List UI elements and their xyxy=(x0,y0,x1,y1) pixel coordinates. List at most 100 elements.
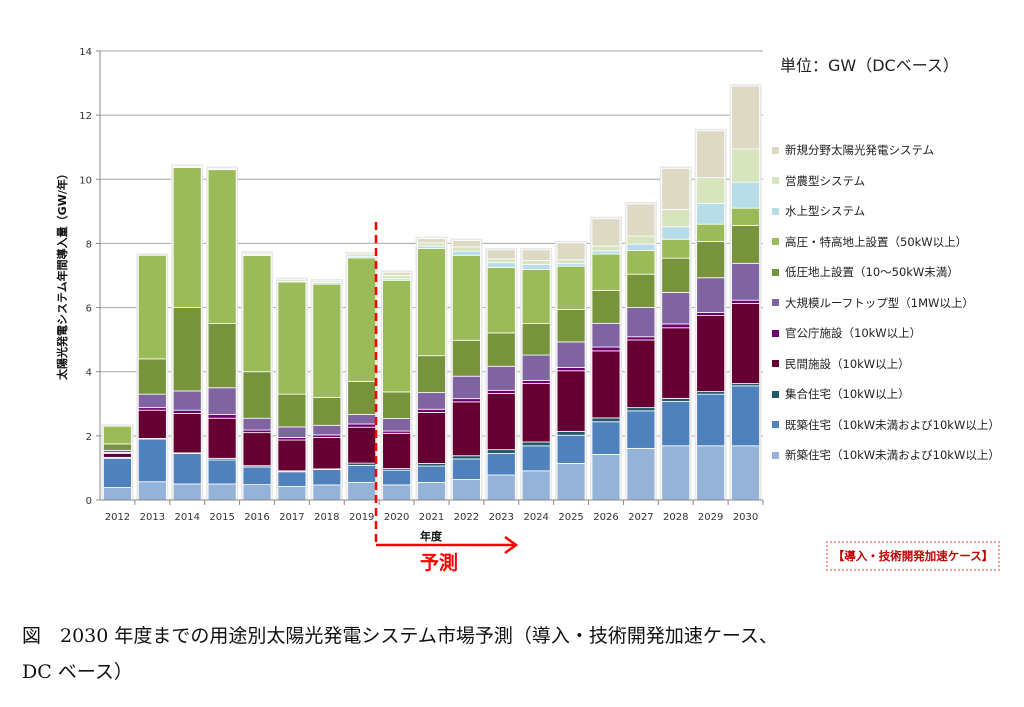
legend: 新規分野太陽光発電システム 営農型システム 水上型システム 高圧・特高地上設置（50k… xyxy=(772,135,1000,471)
bar-segment-s6-2018 xyxy=(312,396,342,426)
bar-segment-s6-2021 xyxy=(417,355,446,393)
bar-segment-s10-2030 xyxy=(731,85,760,150)
bar-segment-s2-2023 xyxy=(486,449,516,454)
legend-label: 新築住宅（10kW未満および10kW以上） xyxy=(785,448,1000,463)
bar-segment-s4-2021 xyxy=(417,408,446,413)
bar-segment-s9-2018 xyxy=(312,280,342,283)
bar-stack-2028 xyxy=(659,166,692,501)
bar-segment-s0-2020 xyxy=(382,484,412,501)
x-tick-label: 2025 xyxy=(558,512,583,523)
x-tick-label: 2030 xyxy=(733,512,758,523)
bar-segment-s6-2020 xyxy=(382,391,412,419)
bar-segment-s4-2024 xyxy=(521,379,551,384)
bar-segment-s9-2025 xyxy=(556,259,586,265)
bar-stack-2018 xyxy=(310,278,343,501)
bar-segment-s3-2029 xyxy=(696,315,726,392)
legend-item: 低圧地上設置（10～50kW未満） xyxy=(772,257,1000,288)
bar-segment-s5-2016 xyxy=(242,417,272,431)
bar-segment-s7-2021 xyxy=(417,248,446,357)
bar-segment-s1-2012 xyxy=(103,457,132,488)
bar-segment-s5-2017 xyxy=(277,426,307,438)
bar-segment-s3-2019 xyxy=(347,426,377,464)
bar-segment-s6-2027 xyxy=(626,273,656,308)
bar-segment-s9-2024 xyxy=(521,260,551,265)
bar-segment-s1-2016 xyxy=(242,466,272,486)
bar-segment-s9-2027 xyxy=(626,235,656,245)
bar-segment-s6-2013 xyxy=(137,358,167,395)
legend-item: 高圧・特高地上設置（50kW以上） xyxy=(772,227,1000,258)
bar-stack-2026 xyxy=(589,216,622,501)
bar-segment-s2-2025 xyxy=(556,430,586,436)
y-tick-label: 6 xyxy=(86,304,92,315)
legend-label: 官公庁施設（10kW以上） xyxy=(785,326,922,341)
bar-segment-s4-2023 xyxy=(486,389,516,394)
y-axis-label: 太陽光発電システム年間導入量（GW/年） xyxy=(55,168,69,381)
bar-segment-s5-2021 xyxy=(417,392,446,410)
y-tick-label: 0 xyxy=(86,496,92,507)
x-tick-label: 2027 xyxy=(628,512,653,523)
legend-swatch xyxy=(772,360,779,368)
bar-segment-s5-2024 xyxy=(521,354,551,381)
x-tick-label: 2015 xyxy=(209,512,234,523)
bar-segment-s0-2027 xyxy=(626,447,656,501)
bar-segment-s3-2014 xyxy=(172,413,202,454)
bar-segment-s1-2030 xyxy=(731,385,760,447)
bar-stack-2014 xyxy=(171,164,204,501)
bar-segment-s0-2014 xyxy=(172,483,202,501)
bar-segment-s9-2023 xyxy=(486,258,516,264)
bar-segment-s4-2022 xyxy=(451,398,481,403)
legend-swatch xyxy=(772,329,779,337)
bar-segment-s9-2016 xyxy=(242,252,272,256)
bar-segment-s6-2014 xyxy=(172,307,202,392)
bar-segment-s10-2022 xyxy=(451,240,481,248)
x-tick-label: 2016 xyxy=(244,512,269,523)
bar-stack-2021 xyxy=(415,236,448,501)
bar-segment-s5-2027 xyxy=(626,307,656,338)
bar-segment-s0-2012 xyxy=(103,487,132,501)
bar-segment-s5-2013 xyxy=(137,393,167,409)
bar-segment-s3-2020 xyxy=(382,432,412,469)
bar-segment-s1-2025 xyxy=(556,434,586,464)
bar-segment-s0-2016 xyxy=(242,484,272,501)
caption-line-1: 図 2030 年度までの用途別太陽光発電システム市場予測（導入・技術開発加速ケー… xyxy=(22,625,778,647)
bar-segment-s7-2019 xyxy=(347,257,377,382)
bar-segment-s5-2030 xyxy=(731,262,760,301)
x-tick-label: 2024 xyxy=(523,512,548,523)
bar-stack-2023 xyxy=(485,247,518,501)
bar-segment-s3-2015 xyxy=(207,417,237,459)
bar-segment-s9-2022 xyxy=(451,246,481,252)
x-tick-label: 2013 xyxy=(140,512,165,523)
bar-segment-s7-2017 xyxy=(277,281,307,395)
bar-segment-s4-2027 xyxy=(626,336,656,341)
bar-segment-s10-2029 xyxy=(696,130,726,179)
bar-segment-s8-2023 xyxy=(486,262,516,268)
legend-label: 既築住宅（10kW未満および10kW以上） xyxy=(785,417,1000,432)
x-tick-label: 2012 xyxy=(105,512,130,523)
bar-stack-2024 xyxy=(520,247,553,501)
bar-segment-s3-2025 xyxy=(556,370,586,432)
bar-segment-s1-2019 xyxy=(347,464,377,483)
y-tick-label: 12 xyxy=(79,111,92,122)
bar-stack-2030 xyxy=(729,83,762,501)
bar-segment-s1-2022 xyxy=(451,458,481,480)
bar-segment-s1-2014 xyxy=(172,453,202,485)
bar-segment-s1-2013 xyxy=(137,438,167,483)
bar-segment-s9-2019 xyxy=(347,253,377,257)
bar-segment-s1-2018 xyxy=(312,469,342,486)
bar-segment-s10-2025 xyxy=(556,242,586,261)
bar-segment-s3-2018 xyxy=(312,437,342,470)
figure-caption: 図 2030 年度までの用途別太陽光発電システム市場予測（導入・技術開発加速ケー… xyxy=(22,618,778,690)
bar-segment-s6-2022 xyxy=(451,339,481,377)
bar-segment-s0-2026 xyxy=(591,454,621,501)
bar-segment-s0-2017 xyxy=(277,486,307,501)
x-tick-label: 2018 xyxy=(314,512,339,523)
bar-segment-s6-2019 xyxy=(347,380,377,415)
bar-segment-s8-2028 xyxy=(661,226,691,240)
legend-label: 民間施設（10kW以上） xyxy=(785,356,910,371)
legend-swatch xyxy=(772,421,779,429)
bar-segment-s2-2028 xyxy=(661,397,691,402)
unit-note: 単位：GW（DCベース） xyxy=(780,56,959,75)
legend-swatch xyxy=(772,390,779,398)
bar-segment-s10-2024 xyxy=(521,249,551,261)
x-tick-label: 2021 xyxy=(419,512,444,523)
